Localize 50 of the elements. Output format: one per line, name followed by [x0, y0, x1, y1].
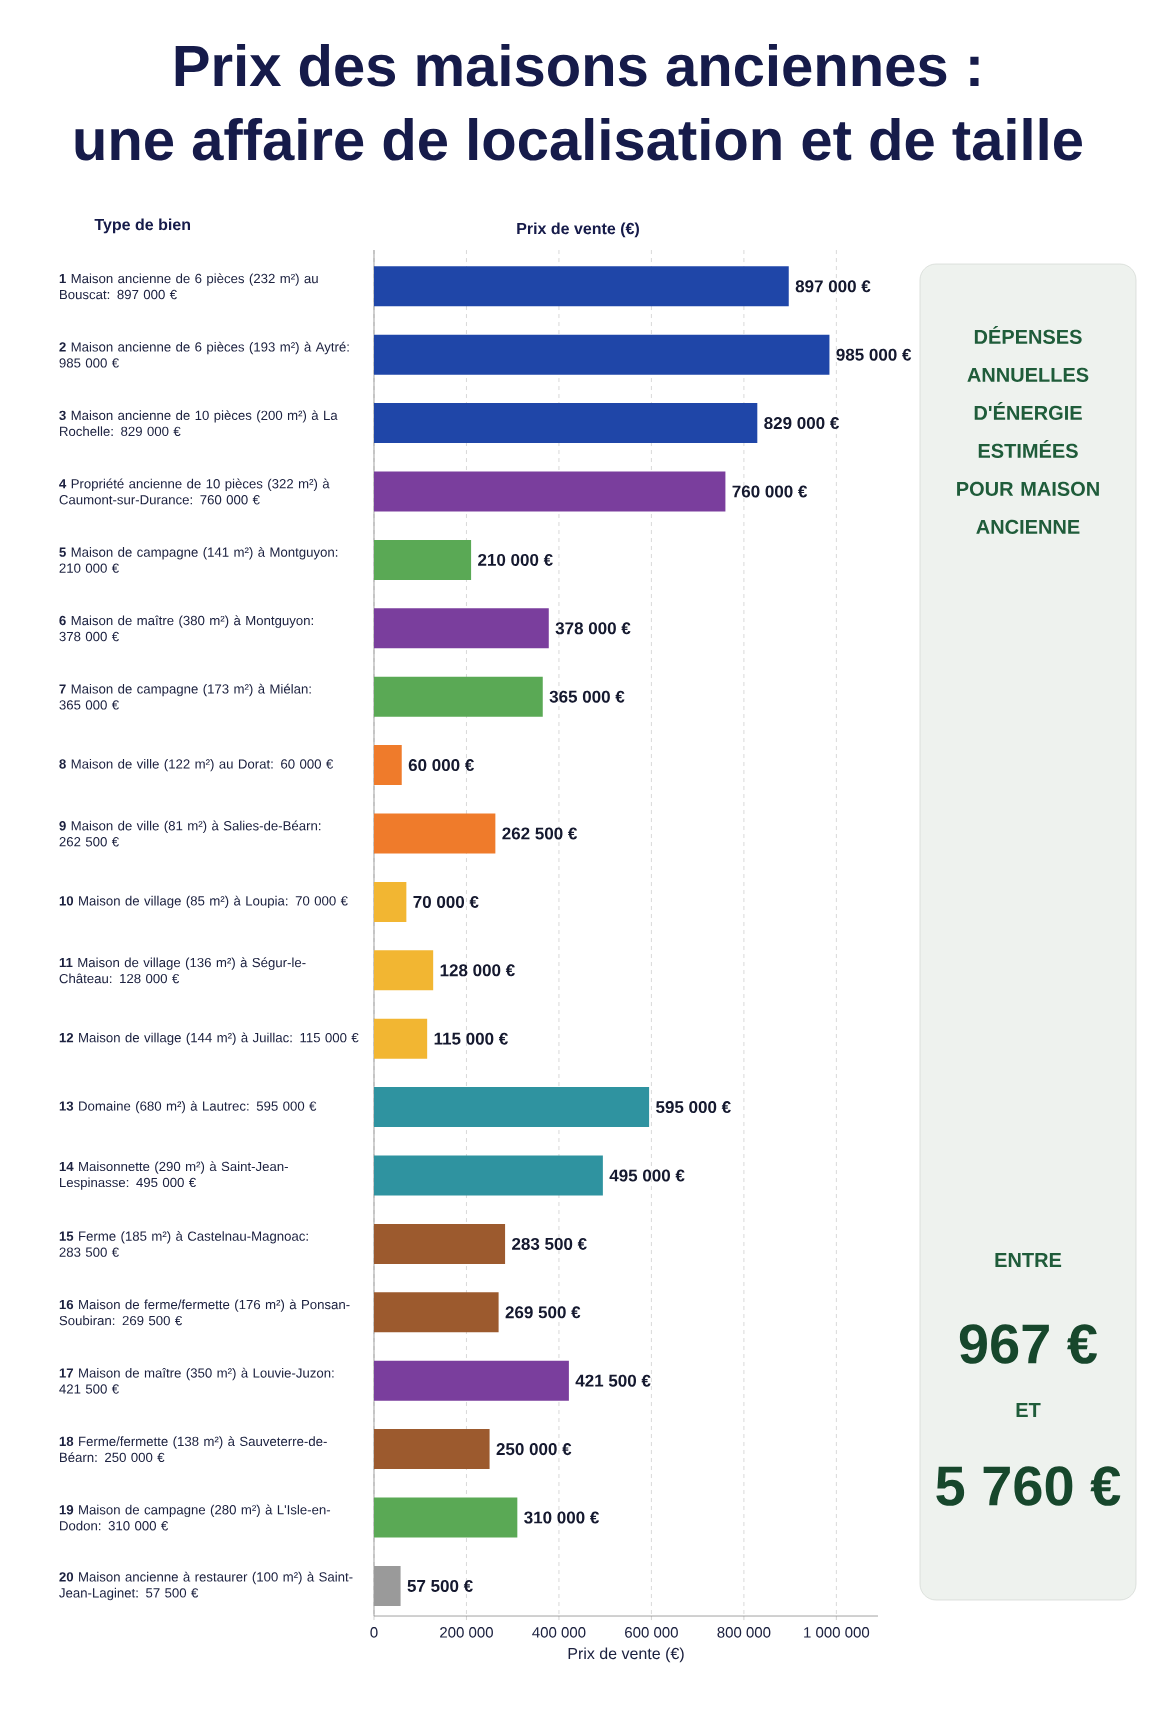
text: ENTRE — [995, 1253, 1062, 1267]
data-label: 760 000 € — [732, 485, 808, 498]
data-label: 269 500 € — [505, 1306, 581, 1319]
data-label: 310 000 € — [524, 1511, 600, 1524]
bar — [373, 1360, 569, 1401]
chart-title: Prix des maisons anciennes : — [175, 43, 979, 87]
bar — [373, 1155, 603, 1196]
text: Prix de vente (€) — [517, 222, 639, 238]
data-label: 115 000 € — [434, 1032, 508, 1045]
bar — [373, 608, 549, 649]
bar — [373, 813, 496, 854]
data-label: 250 000 € — [496, 1443, 572, 1456]
text: DÉPENSES ANNUELLES D'ÉNERGIE ESTIMÉES POUR MAISON ANCIENNE — [957, 326, 1099, 534]
data-label: 60 000 € — [408, 759, 474, 772]
data-label: 985 000 € — [836, 348, 912, 361]
data-label: 70 000 € — [413, 895, 479, 908]
bar — [373, 1429, 490, 1470]
bar — [373, 1565, 401, 1606]
data-label: 365 000 € — [549, 690, 625, 703]
text: 967 € — [959, 1324, 1097, 1364]
bar — [373, 1292, 499, 1333]
bar — [373, 1497, 518, 1538]
bar — [373, 1223, 506, 1264]
y-axis-title: Type de bien — [94, 218, 191, 234]
data-label: 57 500 € — [407, 1579, 473, 1592]
data-label: 421 500 € — [575, 1374, 651, 1387]
bar — [373, 471, 726, 512]
text: 5 760 € — [936, 1466, 1121, 1506]
data-label: 262 500 € — [502, 827, 578, 840]
bar — [373, 1018, 428, 1059]
bar — [373, 950, 434, 991]
data-label: 210 000 € — [478, 553, 553, 566]
data-label: 897 000 € — [795, 280, 871, 293]
bar — [373, 266, 789, 307]
data-label: 495 000 € — [609, 1169, 685, 1182]
bar — [373, 1087, 650, 1128]
data-label: 829 000 € — [764, 417, 840, 430]
bar — [373, 539, 472, 580]
data-label: 283 500 € — [512, 1237, 587, 1250]
text: ET — [1016, 1403, 1041, 1417]
x-axis-title: Prix de vente (€) — [568, 1647, 684, 1663]
chart-subtitle: une affaire de localisation et de taille — [75, 117, 1082, 161]
data-label: 128 000 € — [440, 964, 515, 977]
bar — [373, 881, 407, 922]
bar — [373, 676, 543, 717]
bar — [373, 745, 402, 786]
bar — [373, 334, 830, 375]
data-label: 595 000 € — [656, 1101, 731, 1114]
data-label: 378 000 € — [555, 622, 631, 635]
bar — [373, 403, 758, 444]
